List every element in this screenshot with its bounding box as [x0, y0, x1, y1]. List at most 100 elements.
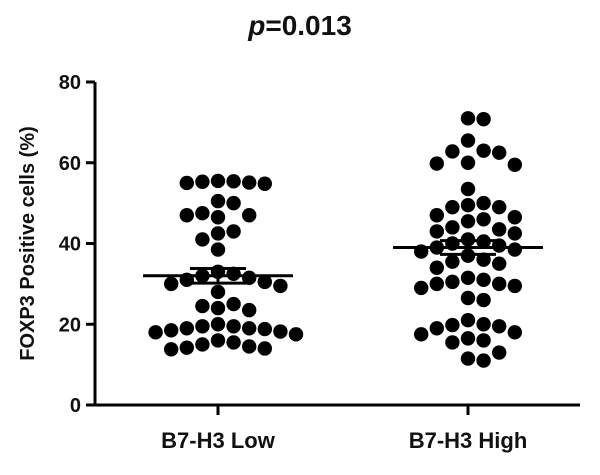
data-point — [226, 319, 241, 334]
data-point — [210, 173, 226, 189]
data-point — [476, 353, 491, 368]
data-point — [507, 242, 522, 257]
data-point — [460, 155, 476, 170]
data-point — [257, 176, 272, 191]
data-point — [179, 340, 194, 355]
y-tick-label: 60 — [59, 153, 81, 175]
data-point — [195, 206, 210, 221]
data-point — [179, 175, 194, 191]
data-point — [195, 337, 210, 352]
data-point — [429, 260, 444, 275]
data-point — [210, 226, 226, 241]
data-point — [476, 333, 491, 348]
data-point — [164, 342, 179, 357]
y-tick-label: 20 — [59, 314, 81, 336]
data-point — [460, 197, 476, 213]
data-point — [445, 144, 460, 159]
y-tick-label: 80 — [59, 72, 81, 94]
data-point — [460, 214, 476, 229]
data-point — [476, 317, 491, 332]
data-point — [210, 333, 226, 348]
data-point — [288, 327, 304, 342]
data-point — [210, 317, 226, 332]
data-point — [476, 143, 491, 158]
data-point — [492, 319, 507, 334]
data-point — [460, 331, 476, 346]
data-point — [210, 242, 226, 257]
data-point — [257, 274, 272, 290]
x-tick-label: B7-H3 High — [409, 428, 528, 453]
data-point — [492, 222, 507, 237]
data-point — [164, 276, 179, 292]
data-point — [226, 224, 241, 239]
data-point — [429, 321, 444, 336]
data-point — [507, 325, 522, 340]
chart-title-rest: =0.013 — [265, 10, 352, 41]
data-point — [429, 276, 444, 292]
data-point — [148, 325, 163, 340]
data-point — [210, 300, 226, 316]
data-point — [242, 175, 257, 190]
data-point — [476, 195, 491, 211]
data-point — [195, 319, 210, 334]
data-point — [257, 321, 272, 337]
data-point — [242, 339, 257, 354]
data-point — [492, 199, 507, 215]
data-point — [445, 317, 460, 333]
data-point — [445, 220, 460, 235]
data-point — [179, 208, 194, 223]
data-point — [164, 323, 179, 338]
data-point — [460, 290, 476, 306]
data-point — [210, 193, 226, 209]
data-point — [476, 292, 491, 308]
data-point — [429, 156, 444, 171]
data-point — [476, 212, 491, 227]
data-point — [492, 276, 507, 292]
data-point — [445, 199, 460, 215]
chart-title-italic: p — [248, 10, 266, 41]
data-point — [195, 298, 210, 314]
data-point — [507, 210, 522, 225]
chart-title: p=0.013 — [0, 10, 600, 42]
data-point — [445, 335, 460, 350]
data-point — [226, 296, 241, 312]
data-point — [226, 174, 241, 189]
data-point — [476, 111, 491, 127]
data-point — [210, 284, 226, 300]
y-tick-label: 0 — [70, 395, 81, 417]
data-point — [414, 280, 429, 296]
data-point — [507, 278, 522, 294]
x-tick-label: B7-H3 Low — [161, 428, 276, 453]
data-point — [460, 351, 476, 366]
data-point — [460, 111, 476, 126]
data-point — [460, 133, 476, 148]
data-point — [195, 232, 210, 247]
data-point — [476, 272, 491, 288]
data-point — [429, 224, 444, 239]
data-point — [242, 321, 257, 336]
data-point — [507, 226, 522, 241]
data-point — [429, 208, 444, 223]
y-axis-label: FOXP3 Positive cells (%) — [17, 126, 39, 361]
data-point — [242, 270, 257, 286]
data-point — [242, 208, 257, 223]
data-point — [492, 345, 507, 360]
data-point — [476, 252, 491, 267]
data-point — [226, 266, 241, 281]
data-point — [445, 274, 460, 290]
data-point — [492, 256, 507, 271]
data-point — [460, 181, 476, 197]
data-point — [226, 195, 241, 211]
data-point — [492, 145, 507, 160]
data-point — [242, 302, 257, 318]
data-point — [460, 270, 476, 286]
data-point — [273, 324, 288, 339]
data-point — [460, 313, 476, 328]
data-point — [210, 210, 226, 225]
data-point — [195, 174, 210, 189]
data-point — [273, 278, 288, 294]
data-point — [445, 254, 460, 269]
y-tick-label: 40 — [59, 234, 81, 256]
data-point — [226, 335, 241, 350]
